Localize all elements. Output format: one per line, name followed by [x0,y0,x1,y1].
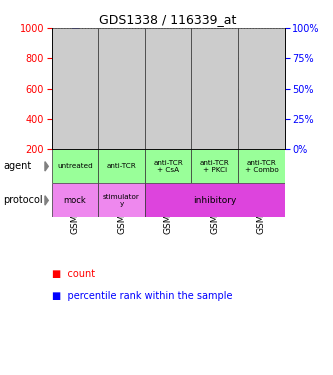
Bar [145,183,285,218]
Bar [98,183,145,218]
Text: GSM43014: GSM43014 [70,185,80,234]
Text: GSM43018: GSM43018 [257,185,266,234]
Point [72,27,78,33]
Bar [52,28,98,149]
Bar [157,104,180,149]
Text: untreated: untreated [57,164,93,170]
Bar [145,28,191,149]
Text: anti-TCR
+ Combo: anti-TCR + Combo [244,160,278,173]
Text: ■  count: ■ count [52,269,95,279]
Text: anti-TCR
+ PKCi: anti-TCR + PKCi [200,160,230,173]
Text: GSM43016: GSM43016 [164,185,173,234]
Bar [191,149,238,183]
Bar [52,149,98,183]
Bar [98,28,145,149]
Text: inhibitory: inhibitory [193,196,236,205]
Bar [52,183,98,218]
Bar [110,146,133,149]
Text: mock: mock [64,196,86,205]
Title: GDS1338 / 116339_at: GDS1338 / 116339_at [100,13,237,26]
Text: anti-TCR: anti-TCR [107,164,137,170]
Bar [250,142,273,149]
Bar [238,149,285,183]
Point [212,31,217,37]
Bar [203,67,226,149]
Text: agent: agent [3,161,32,171]
Text: protocol: protocol [3,195,43,206]
Text: GSM43017: GSM43017 [210,185,219,234]
Text: stimulator
y: stimulator y [103,194,140,207]
Bar [145,149,191,183]
Bar [98,149,145,183]
Bar [63,39,87,149]
Point [166,35,171,41]
Text: anti-TCR
+ CsA: anti-TCR + CsA [153,160,183,173]
Point [259,47,264,53]
Text: GSM43015: GSM43015 [117,185,126,234]
Point [119,47,124,53]
Bar [238,28,285,149]
Bar [191,28,238,149]
Text: ■  percentile rank within the sample: ■ percentile rank within the sample [52,291,232,301]
